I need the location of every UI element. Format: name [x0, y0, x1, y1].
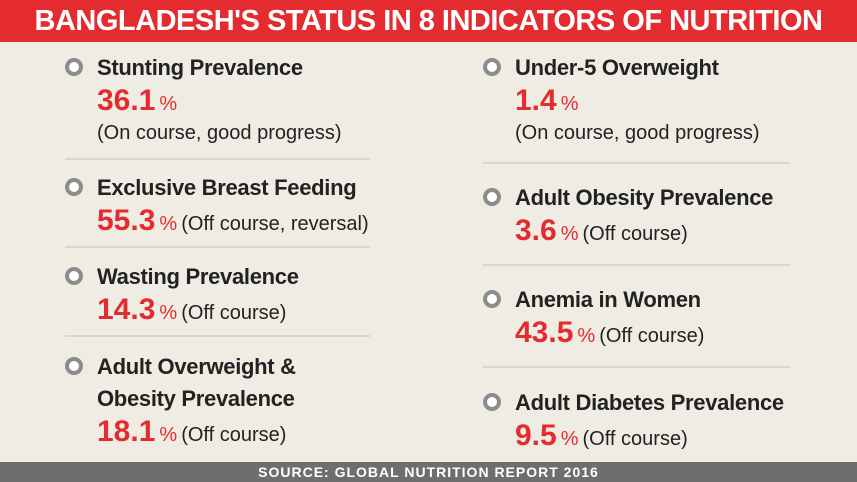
title: BANGLADESH'S STATUS IN 8 INDICATORS OF N… — [0, 0, 857, 42]
bullet — [483, 58, 501, 76]
unit: % — [159, 93, 178, 115]
bullet — [65, 267, 83, 285]
divider — [65, 335, 370, 337]
indicator-value: 1.4 — [515, 84, 557, 117]
indicator-name: Under-5 Overweight — [515, 55, 719, 80]
indicator: Exclusive Breast Feeding 55.3% (Off cours… — [65, 172, 369, 239]
unit: % — [159, 213, 178, 235]
unit: % — [159, 424, 178, 446]
bullet — [483, 290, 501, 308]
unit: % — [159, 302, 178, 324]
indicator-value: 36.1 — [97, 84, 156, 117]
status: (Off course) — [181, 424, 287, 446]
indicator-value: 14.3 — [97, 293, 156, 326]
bullet — [483, 188, 501, 206]
divider — [65, 158, 370, 160]
indicator: Under-5 Overweight 1.4% (On course, good … — [483, 52, 760, 148]
status: (Off course) — [181, 302, 287, 324]
indicator-name: Wasting Prevalence — [97, 264, 299, 289]
indicator-name: Exclusive Breast Feeding — [97, 175, 357, 200]
unit: % — [577, 325, 596, 347]
status: (Off course, reversal) — [181, 213, 369, 235]
bullet — [65, 357, 83, 375]
indicator-value: 18.1 — [97, 415, 156, 448]
indicator-value: 43.5 — [515, 316, 574, 349]
indicator-name: Anemia in Women — [515, 287, 701, 312]
source: SOURCE: GLOBAL NUTRITION REPORT 2016 — [0, 462, 857, 482]
indicator: Anemia in Women 43.5% (Off course) — [483, 284, 704, 351]
indicator: Adult Overweight & Obesity Prevalence 18… — [65, 351, 337, 450]
divider — [65, 246, 370, 248]
indicator: Adult Diabetes Prevalence 9.5% (Off cours… — [483, 387, 784, 454]
indicator-name: Adult Diabetes Prevalence — [515, 390, 784, 415]
bullet — [65, 58, 83, 76]
divider — [483, 264, 790, 266]
unit: % — [560, 223, 579, 245]
status: (On course, good progress) — [515, 122, 760, 144]
indicator: Wasting Prevalence 14.3% (Off course) — [65, 261, 299, 328]
divider — [483, 162, 790, 164]
indicator-name: Stunting Prevalence — [97, 55, 303, 80]
status: (Off course) — [582, 428, 688, 450]
bullet — [483, 393, 501, 411]
bullet — [65, 178, 83, 196]
unit: % — [560, 428, 579, 450]
indicator-name: Adult Obesity Prevalence — [515, 185, 774, 210]
status: (Off course) — [599, 325, 705, 347]
indicator-value: 3.6 — [515, 214, 557, 247]
indicator: Stunting Prevalence 36.1% (On course, goo… — [65, 52, 342, 148]
indicator-name: Adult Overweight & Obesity Prevalence — [97, 354, 296, 411]
status: (Off course) — [582, 223, 688, 245]
indicator-value: 55.3 — [97, 204, 156, 237]
divider — [483, 366, 790, 368]
status: (On course, good progress) — [97, 122, 342, 144]
unit: % — [560, 93, 579, 115]
indicator: Adult Obesity Prevalence 3.6% (Off course… — [483, 182, 773, 249]
indicator-value: 9.5 — [515, 419, 557, 452]
